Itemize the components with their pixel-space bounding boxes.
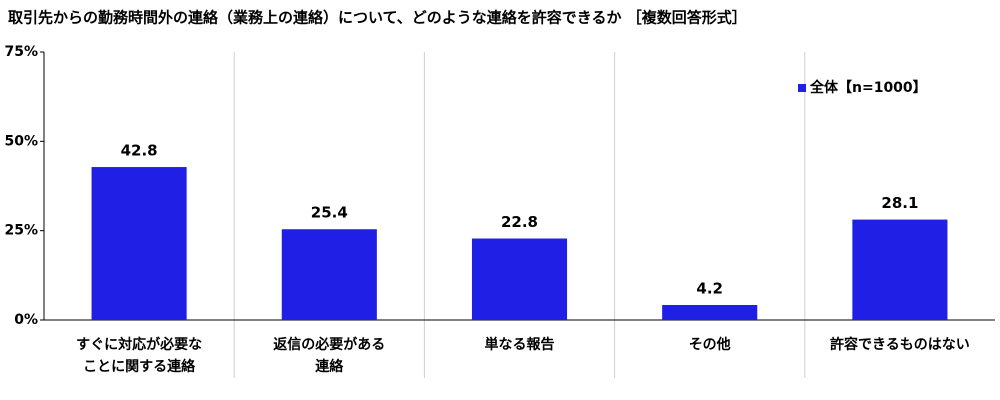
x-tick-label: すぐに対応が必要な ことに関する連絡	[76, 337, 203, 375]
bar	[852, 219, 948, 320]
x-tick-label: 返信の必要がある 連絡	[273, 337, 386, 375]
legend-label: 全体【n=1000】	[809, 79, 927, 96]
data-label: 42.8	[121, 142, 158, 160]
x-tick-label: 許容できるものはない	[830, 337, 970, 353]
data-label: 25.4	[311, 204, 348, 222]
data-label: 22.8	[501, 213, 538, 231]
legend-marker	[798, 84, 806, 92]
bar	[471, 238, 568, 320]
x-tick-label: その他	[688, 337, 731, 353]
chart-title: 取引先からの勤務時間外の連絡（業務上の連絡）について、どのような連絡を許容できる…	[8, 9, 747, 27]
bar	[662, 304, 758, 320]
bar	[91, 167, 187, 320]
y-tick-label: 75%	[4, 44, 38, 60]
x-tick-label: 単なる報告	[484, 337, 555, 353]
y-tick-label: 50%	[4, 133, 38, 149]
bar	[281, 229, 377, 320]
data-label: 4.2	[696, 279, 723, 297]
y-tick-label: 0%	[14, 312, 38, 328]
y-tick-label: 25%	[4, 223, 38, 239]
data-label: 28.1	[881, 194, 918, 212]
